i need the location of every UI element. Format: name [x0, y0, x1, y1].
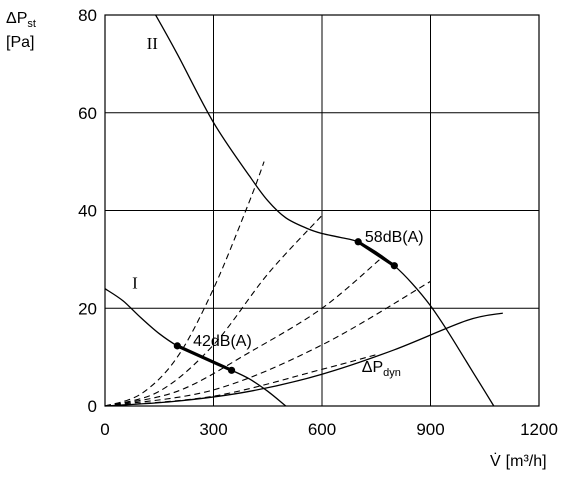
plot-frame	[104, 14, 540, 407]
grid-lines	[105, 15, 539, 406]
noise-segment	[176, 344, 233, 372]
x-axis-unit: [m³/h]	[506, 453, 547, 470]
noise-segment	[357, 240, 396, 268]
noise-label: 42dB(A)	[193, 333, 252, 350]
dashed-curve-7	[104, 354, 377, 407]
y-tick-labels: 0 20 40 60 80	[78, 6, 97, 416]
segment-start-point	[173, 342, 181, 350]
segment-end-point	[390, 262, 398, 270]
y-axis-label: ΔPst	[6, 10, 36, 30]
curve-label: I	[132, 274, 138, 293]
x-tick-label: 900	[416, 420, 444, 439]
x-tick-label: 300	[199, 420, 227, 439]
dp-dyn-label: ΔPdyn	[362, 359, 401, 379]
dashed-curve-6	[104, 280, 431, 407]
x-tick-label: 0	[100, 420, 109, 439]
dashed-curve-4	[104, 215, 323, 407]
curve-label: II	[147, 34, 159, 53]
highlight-segments: 42dB(A) 58dB(A)	[173, 229, 424, 374]
y-tick-label: 0	[88, 397, 97, 416]
x-axis-label: V̇ [m³/h]	[490, 452, 547, 470]
noise-label: 58dB(A)	[365, 229, 424, 246]
dp-dyn-subscript: dyn	[383, 367, 401, 379]
y-axis-subscript: st	[27, 18, 36, 30]
y-tick-label: 40	[78, 202, 97, 221]
y-axis-symbol: ΔP	[6, 10, 27, 27]
x-tick-label: 600	[308, 420, 336, 439]
segment-end-point	[227, 366, 236, 374]
y-axis-unit: [Pa]	[6, 34, 34, 51]
curve-dp-dyn	[104, 312, 503, 407]
dashed-curve-3	[104, 161, 265, 407]
dp-dyn-symbol: ΔP	[362, 359, 383, 376]
x-tick-label: 1200	[520, 420, 558, 439]
curve-ii	[155, 14, 495, 407]
y-tick-label: 20	[78, 299, 97, 318]
segment-start-point	[354, 238, 362, 246]
x-axis-symbol: V̇	[490, 452, 501, 470]
x-tick-labels: 0 300 600 900 1200	[100, 420, 558, 439]
y-tick-label: 80	[78, 6, 97, 25]
dashed-curve-5	[104, 258, 381, 407]
y-tick-label: 60	[78, 104, 97, 123]
